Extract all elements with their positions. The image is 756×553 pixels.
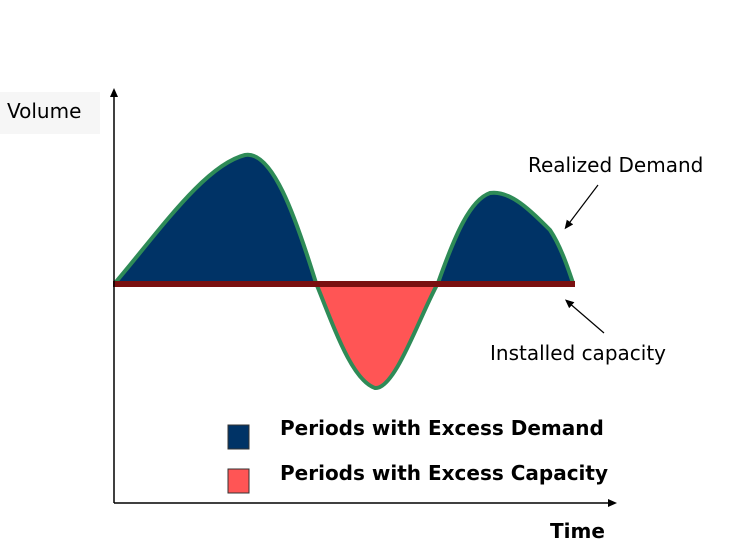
legend: Periods with Excess Demand Periods with …: [227, 416, 608, 494]
legend-swatch-excess-demand: [227, 424, 250, 450]
excess-capacity-area: [316, 283, 438, 389]
x-axis-label: Time: [550, 519, 605, 543]
legend-swatch-excess-capacity: [227, 468, 250, 494]
realized-demand-curve: [113, 152, 575, 390]
legend-label-excess-capacity: Periods with Excess Capacity: [280, 461, 608, 485]
realized-demand-arrow: [564, 184, 599, 230]
realized-demand-label: Realized Demand: [528, 153, 703, 177]
installed-capacity-arrow: [564, 299, 605, 334]
y-axis-label: Volume: [7, 99, 81, 123]
legend-label-excess-demand: Periods with Excess Demand: [280, 416, 604, 440]
y-axis-label-bg: [0, 92, 100, 134]
excess-demand-area-2: [438, 192, 573, 283]
installed-capacity-label: Installed capacity: [490, 341, 666, 365]
excess-demand-area-1: [115, 154, 316, 283]
